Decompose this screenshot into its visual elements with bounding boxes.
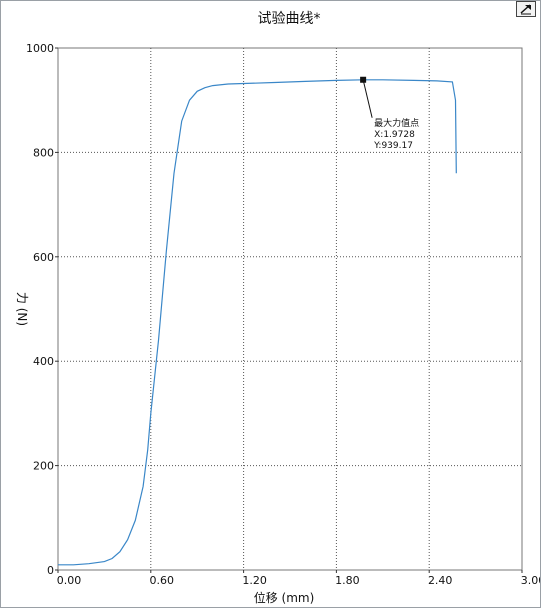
annotation-y-value: Y:939.17 bbox=[373, 141, 413, 151]
x-tick-label: 0.00 bbox=[57, 574, 82, 587]
max-force-annotation: 最大力值点 X:1.9728 Y:939.17 bbox=[360, 76, 419, 151]
x-axis-ticks: 0.00 0.60 1.20 1.80 2.40 3.00 bbox=[57, 570, 541, 587]
y-tick-label: 400 bbox=[33, 355, 54, 368]
gridlines bbox=[58, 48, 522, 570]
y-tick-label: 600 bbox=[33, 251, 54, 264]
series-line bbox=[58, 79, 457, 566]
x-tick-label: 0.60 bbox=[150, 574, 175, 587]
y-tick-label: 0 bbox=[47, 564, 54, 577]
x-tick-label: 1.80 bbox=[335, 574, 360, 587]
annotation-label: 最大力值点 bbox=[374, 117, 419, 129]
x-axis-label: 位移 (mm) bbox=[254, 590, 315, 605]
y-tick-label: 800 bbox=[33, 146, 54, 159]
y-axis-ticks: 0 200 400 600 800 1000 bbox=[26, 42, 58, 577]
annotation-leader bbox=[362, 79, 373, 118]
x-tick-label: 2.40 bbox=[428, 574, 453, 587]
plot-area bbox=[57, 47, 523, 571]
max-point-marker bbox=[360, 76, 367, 83]
y-tick-label: 1000 bbox=[26, 42, 54, 55]
x-tick-label: 3.00 bbox=[521, 574, 540, 587]
y-axis-label: 力 (N) bbox=[15, 292, 29, 326]
y-tick-label: 200 bbox=[33, 460, 54, 473]
maximize-button[interactable] bbox=[516, 1, 536, 17]
expand-icon bbox=[520, 4, 531, 15]
x-tick-label: 1.20 bbox=[242, 574, 267, 587]
annotation-x-value: X:1.9728 bbox=[374, 130, 415, 140]
chart-title: 试验曲线* bbox=[258, 11, 321, 27]
